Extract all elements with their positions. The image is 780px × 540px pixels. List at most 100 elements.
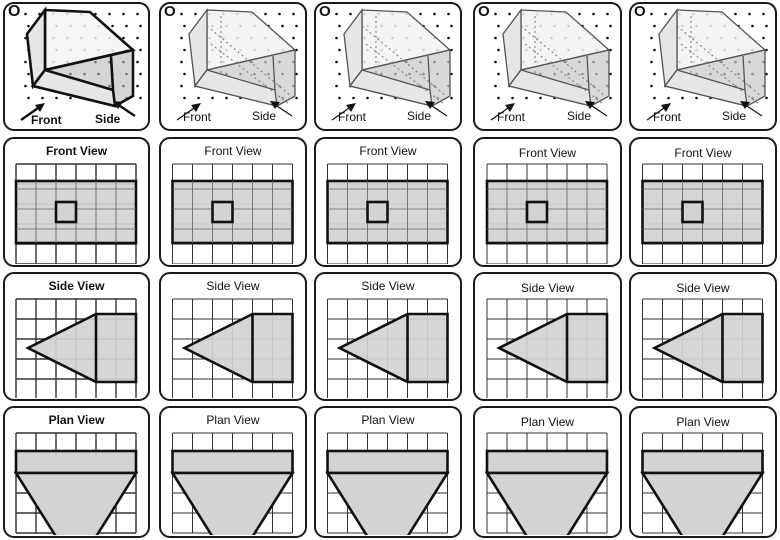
side-view-card: Side View xyxy=(3,272,150,401)
front-view-hole xyxy=(54,200,78,224)
front-view-hole xyxy=(366,200,389,224)
plan-view-drawing xyxy=(13,432,139,535)
plan-view-card: Plan View xyxy=(314,406,462,538)
side-arrow-icon xyxy=(425,101,435,109)
side-label: Side xyxy=(95,112,121,126)
plan-view-trapezoid xyxy=(640,471,765,535)
plan-view-title: Plan View xyxy=(520,415,575,429)
plan-view-card: Plan View xyxy=(629,406,777,538)
side-arrow-icon xyxy=(585,101,595,109)
isometric-card: O Front Side xyxy=(314,2,462,131)
isometric-drawing xyxy=(331,8,453,121)
front-arrow-icon xyxy=(191,103,201,112)
plan-view-drawing xyxy=(170,432,295,535)
front-view-drawing xyxy=(171,163,294,264)
front-view-card: Front View xyxy=(473,137,622,267)
view-arrows xyxy=(490,101,608,121)
side-view-drawing xyxy=(15,298,138,398)
side-view-title: Side View xyxy=(676,281,730,295)
plan-view-drawing xyxy=(484,432,610,535)
side-view-shape xyxy=(25,312,138,384)
front-view-drawing xyxy=(14,163,138,264)
plan-view-trapezoid xyxy=(170,471,295,535)
side-label: Side xyxy=(567,109,592,123)
plan-view-drawing xyxy=(325,432,450,535)
front-view-title: Front View xyxy=(518,146,577,160)
side-view-drawing xyxy=(642,298,764,398)
side-view-card: Side View xyxy=(314,272,462,401)
front-view-drawing xyxy=(326,163,449,264)
side-arrow-icon xyxy=(270,101,280,109)
isometric-drawing xyxy=(176,8,298,121)
plan-view-title: Plan View xyxy=(48,413,105,427)
side-view-title: Side View xyxy=(361,279,415,293)
view-arrows xyxy=(331,101,448,121)
side-view-drawing xyxy=(327,298,449,398)
plan-view-card: Plan View xyxy=(3,406,150,538)
isometric-drawing xyxy=(20,6,142,121)
front-view-hole xyxy=(681,200,704,224)
plan-view-band xyxy=(14,449,138,475)
side-view-card: Side View xyxy=(159,272,307,401)
side-view-shape xyxy=(181,312,294,384)
isometric-card: O Front Side xyxy=(629,2,777,131)
front-view-title: Front View xyxy=(674,146,732,160)
isometric-card: O Front Side xyxy=(159,2,307,131)
front-view-hole xyxy=(211,200,234,224)
front-arrow-icon xyxy=(35,103,45,112)
plan-view-title: Plan View xyxy=(676,415,730,429)
isometric-card: O Front Side xyxy=(3,2,150,131)
isometric-drawing xyxy=(490,8,612,121)
plan-view-title: Plan View xyxy=(361,413,415,427)
origin-label: O xyxy=(319,3,331,20)
plan-view-trapezoid xyxy=(13,471,139,535)
side-view-shape xyxy=(336,312,449,384)
side-view-title: Side View xyxy=(520,281,575,295)
plan-view-band xyxy=(171,449,294,475)
side-label: Side xyxy=(722,109,747,123)
isometric-card: O Front Side xyxy=(473,2,622,131)
side-view-drawing xyxy=(172,298,294,398)
front-view-card: Front View xyxy=(159,137,307,267)
isometric-drawing xyxy=(646,8,768,121)
plan-view-title: Plan View xyxy=(206,413,260,427)
front-view-title: Front View xyxy=(204,144,262,158)
plan-view-band xyxy=(641,449,764,475)
side-view-title: Side View xyxy=(48,279,105,293)
side-view-shape xyxy=(651,312,764,384)
plan-view-trapezoid xyxy=(325,471,450,535)
front-label: Front xyxy=(31,113,62,127)
front-label: Front xyxy=(183,110,212,124)
front-view-title: Front View xyxy=(45,144,108,158)
front-view-hole xyxy=(525,200,549,224)
side-view-title: Side View xyxy=(206,279,260,293)
plan-view-band xyxy=(326,449,449,475)
origin-label: O xyxy=(634,3,646,20)
side-label: Side xyxy=(407,109,432,123)
plan-view-card: Plan View xyxy=(473,406,622,538)
front-arrow-icon xyxy=(505,103,515,112)
front-arrow-icon xyxy=(346,103,356,112)
plan-view-trapezoid xyxy=(484,471,610,535)
side-arrow-icon xyxy=(740,101,750,109)
origin-label: O xyxy=(164,3,176,20)
view-arrows xyxy=(646,101,763,121)
front-view-drawing xyxy=(641,163,764,264)
front-label: Front xyxy=(497,110,526,124)
side-label: Side xyxy=(252,109,277,123)
side-view-card: Side View xyxy=(473,272,622,401)
plan-view-drawing xyxy=(640,432,765,535)
front-view-card: Front View xyxy=(3,137,150,267)
side-arrow-icon xyxy=(113,101,123,109)
side-view-shape xyxy=(496,312,609,384)
plan-view-card: Plan View xyxy=(159,406,307,538)
plan-view-band xyxy=(485,449,609,475)
front-view-card: Front View xyxy=(314,137,462,267)
view-arrows xyxy=(20,101,136,121)
front-view-title: Front View xyxy=(359,144,417,158)
front-view-card: Front View xyxy=(629,137,777,267)
front-view-drawing xyxy=(485,163,609,264)
side-view-card: Side View xyxy=(629,272,777,401)
side-view-drawing xyxy=(486,298,609,398)
origin-label: O xyxy=(8,3,21,20)
